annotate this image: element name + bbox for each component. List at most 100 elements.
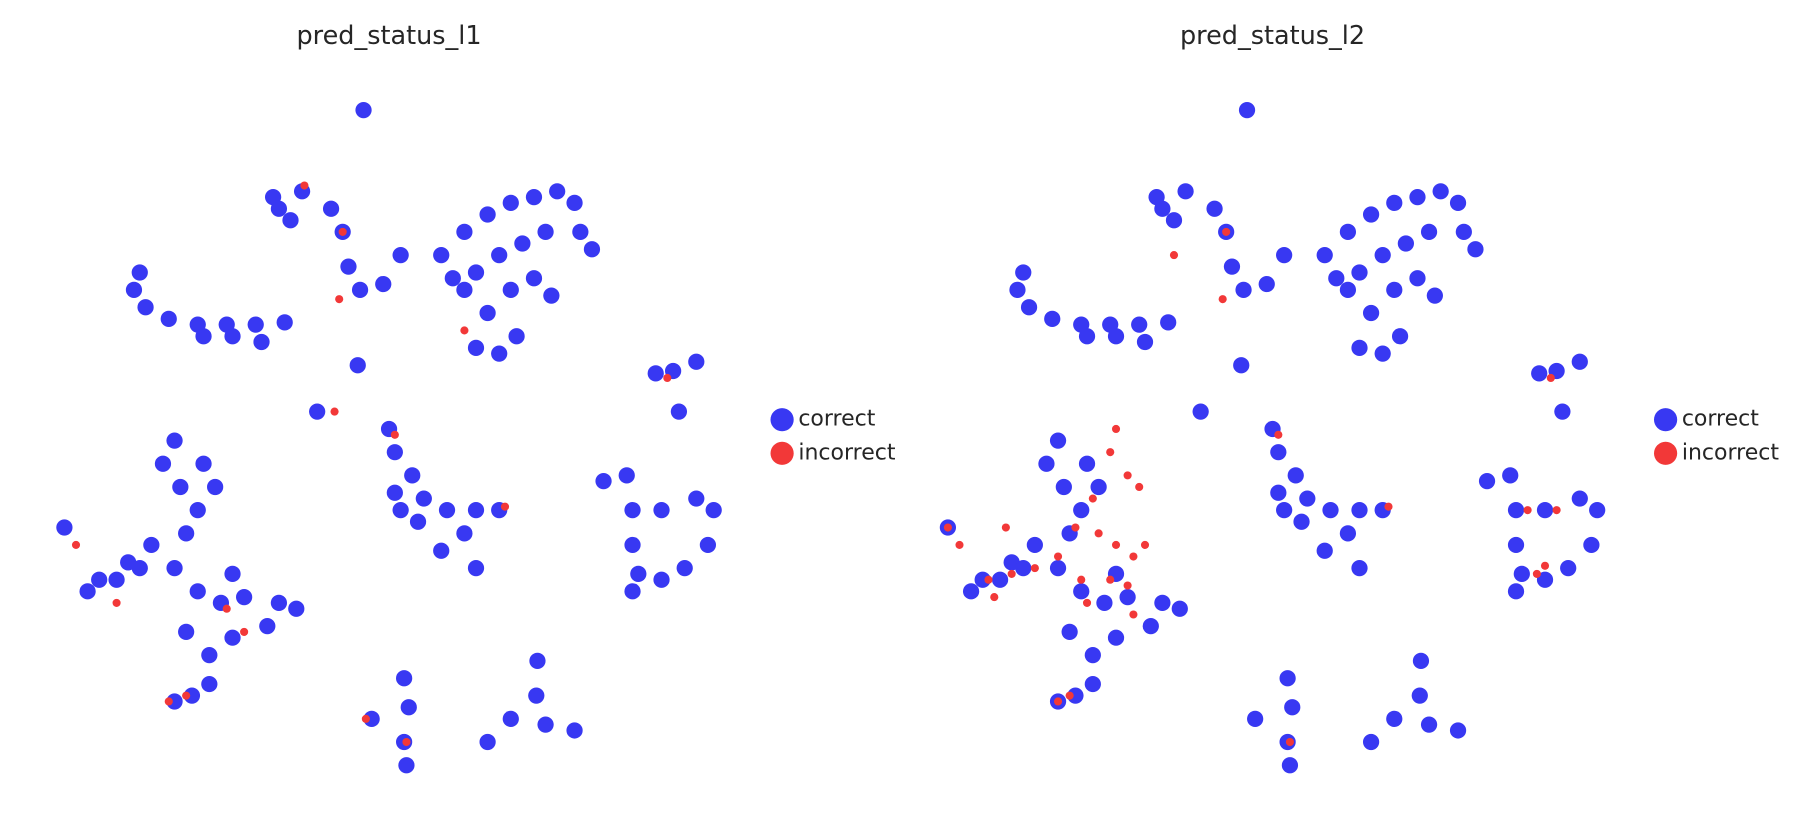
point <box>1274 430 1283 439</box>
chart-title: pred_status_l1 <box>296 21 481 51</box>
point <box>1293 513 1310 530</box>
point <box>1449 722 1467 739</box>
point <box>1270 484 1287 501</box>
legend-label: correct <box>798 407 875 432</box>
point <box>1351 502 1368 519</box>
point <box>1169 251 1179 260</box>
point <box>705 502 722 519</box>
point <box>1409 270 1426 287</box>
point <box>529 652 546 669</box>
point <box>467 560 485 577</box>
point <box>178 623 195 641</box>
point <box>537 223 554 241</box>
point <box>676 560 693 577</box>
point <box>1467 241 1484 258</box>
point <box>1038 455 1055 472</box>
point <box>253 333 270 351</box>
point <box>962 583 980 600</box>
point <box>236 588 253 606</box>
point <box>460 326 469 335</box>
point <box>125 281 143 298</box>
legend-label: correct <box>1682 407 1759 432</box>
point <box>309 403 326 420</box>
point <box>1560 560 1577 577</box>
point <box>955 540 964 549</box>
point <box>991 571 1009 588</box>
point <box>491 345 508 362</box>
point <box>386 484 403 501</box>
point <box>392 246 409 264</box>
point <box>189 583 206 600</box>
point <box>402 737 411 747</box>
point <box>1351 339 1368 356</box>
point <box>154 455 172 472</box>
point <box>259 617 276 635</box>
point <box>663 373 672 383</box>
point <box>1119 588 1136 606</box>
point <box>943 523 952 532</box>
point <box>409 513 427 530</box>
point <box>340 258 357 275</box>
point <box>1328 270 1345 287</box>
point <box>543 287 560 304</box>
point <box>438 502 456 519</box>
point <box>1049 560 1067 577</box>
point <box>1571 490 1588 507</box>
point <box>1374 345 1391 362</box>
point <box>201 646 218 664</box>
point <box>392 502 409 519</box>
point <box>247 316 264 333</box>
point <box>1362 733 1380 751</box>
point <box>1111 424 1121 434</box>
point <box>1106 448 1115 457</box>
point <box>1362 206 1380 223</box>
point <box>224 565 241 583</box>
point <box>108 571 125 588</box>
point <box>404 467 421 484</box>
point <box>1107 328 1125 345</box>
point <box>182 691 191 700</box>
point <box>1015 560 1032 577</box>
point <box>1177 183 1194 200</box>
point <box>1552 506 1561 515</box>
point <box>1571 353 1588 370</box>
point <box>1281 757 1299 774</box>
point <box>400 699 417 716</box>
point <box>456 223 473 241</box>
point <box>525 270 543 287</box>
point <box>166 693 183 710</box>
legend-marker <box>1653 408 1678 432</box>
point <box>502 281 519 298</box>
point <box>189 502 206 519</box>
point <box>375 275 392 293</box>
point <box>1071 523 1080 532</box>
point <box>572 223 589 241</box>
point <box>160 310 177 327</box>
point <box>1426 287 1443 304</box>
point <box>1386 710 1403 727</box>
point <box>1339 525 1357 542</box>
point <box>131 264 148 281</box>
point <box>1106 575 1115 584</box>
point <box>1090 478 1107 496</box>
point <box>1206 200 1223 217</box>
point <box>1507 583 1525 600</box>
point <box>502 710 519 727</box>
point <box>1339 223 1357 241</box>
point <box>222 604 231 613</box>
legend-marker <box>1653 441 1678 465</box>
point <box>1129 552 1138 561</box>
point <box>624 502 641 519</box>
point <box>479 733 496 751</box>
point <box>270 200 288 217</box>
point <box>351 281 369 298</box>
point <box>1026 536 1043 554</box>
point <box>653 571 670 588</box>
point <box>618 467 635 484</box>
point <box>549 183 566 200</box>
point <box>624 583 641 600</box>
point <box>1055 478 1072 496</box>
point <box>984 575 993 584</box>
